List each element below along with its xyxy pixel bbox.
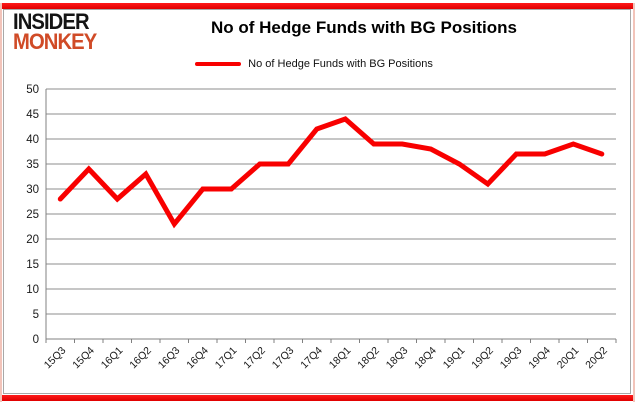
hedge-fund-count-line: [57, 116, 605, 229]
top-red-bar: [2, 3, 633, 9]
x-tick-label-18Q4: 18Q4: [412, 345, 439, 372]
y-tick-label-20: 20: [26, 234, 39, 246]
y-tick-label-5: 5: [33, 309, 39, 321]
x-tick-label-19Q3: 19Q3: [498, 345, 525, 372]
bottom-red-bar: [2, 395, 633, 401]
legend-line-swatch: [195, 62, 242, 66]
x-tick-label-17Q2: 17Q2: [241, 345, 268, 372]
x-tick-label-15Q4: 15Q4: [70, 345, 97, 372]
x-tick-label-19Q2: 19Q2: [469, 345, 496, 372]
left-edge-accent: [0, 3, 2, 402]
x-tick-label-17Q4: 17Q4: [298, 345, 325, 372]
y-tick-label-0: 0: [33, 334, 39, 346]
chart-panel: INSIDER MONKEY No of Hedge Funds with BG…: [3, 9, 631, 394]
chart-title: No of Hedge Funds with BG Positions: [211, 18, 517, 37]
x-tick-label-15Q3: 15Q3: [42, 345, 69, 372]
chart-legend: No of Hedge Funds with BG Positions: [4, 58, 624, 70]
y-tick-label-35: 35: [26, 159, 39, 171]
y-tick-label-10: 10: [26, 284, 39, 296]
x-tick-label-17Q3: 17Q3: [270, 345, 297, 372]
x-tick-label-16Q1: 16Q1: [99, 345, 126, 372]
y-tick-label-25: 25: [26, 209, 39, 221]
x-tick-label-18Q2: 18Q2: [355, 345, 382, 372]
x-tick-label-16Q3: 16Q3: [156, 345, 183, 372]
y-tick-label-15: 15: [26, 259, 39, 271]
y-tick-label-30: 30: [26, 184, 39, 196]
x-tick-label-20Q2: 20Q2: [583, 345, 610, 372]
logo-word-monkey: MONKEY: [13, 29, 97, 55]
x-tick-label-19Q4: 19Q4: [526, 345, 553, 372]
x-tick-label-18Q1: 18Q1: [327, 345, 354, 372]
y-tick-label-45: 45: [26, 109, 39, 121]
legend-label: No of Hedge Funds with BG Positions: [248, 58, 433, 70]
x-tick-label-18Q3: 18Q3: [384, 345, 411, 372]
chart-canvas: 0 5 10 15 20 25 30 35 40 45 50 15Q3 15Q4 16Q1 16Q2 16Q3…: [26, 84, 617, 372]
right-edge-accent: [633, 3, 635, 402]
x-tick-label-16Q2: 16Q2: [127, 345, 154, 372]
y-tick-label-40: 40: [26, 134, 39, 146]
x-tick-label-16Q4: 16Q4: [184, 345, 211, 372]
logo-word-insider: INSIDER: [13, 9, 90, 34]
x-tick-label-20Q1: 20Q1: [555, 345, 582, 372]
x-tick-label-17Q1: 17Q1: [213, 345, 240, 372]
insider-monkey-logo: INSIDER MONKEY: [13, 9, 97, 55]
y-tick-label-50: 50: [26, 84, 39, 96]
x-tick-label-19Q1: 19Q1: [441, 345, 468, 372]
